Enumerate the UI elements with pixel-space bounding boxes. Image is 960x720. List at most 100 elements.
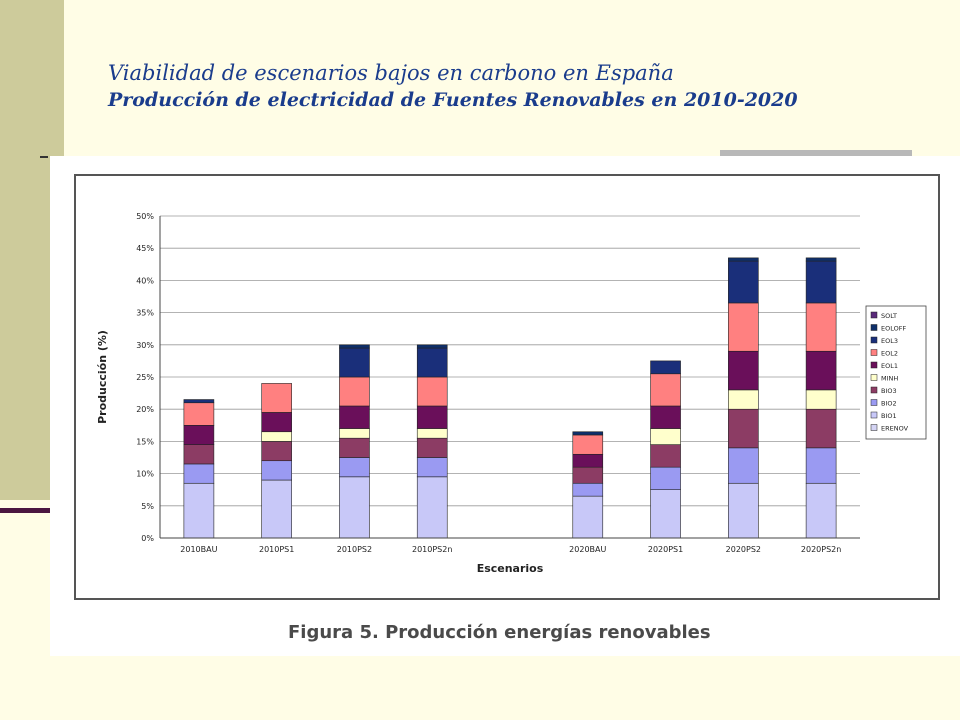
legend-swatch (870, 386, 878, 394)
figure-panel: 0% 5% 10% 15% 20% 25% 30% 35% 40% 45% 50% 2010BAU 2… (50, 156, 960, 656)
bar-segment-bio3 (805, 408, 837, 449)
legend-label: ERENOV (881, 425, 909, 433)
bar-segment-eol1 (339, 405, 370, 429)
y-tick-label: 50% (136, 212, 154, 221)
bar-segment-eol1 (261, 412, 292, 433)
x-tick-label: 2020PS2 (726, 545, 761, 554)
bar-segment-eol1 (183, 425, 215, 445)
legend-label: BIO2 (881, 400, 897, 408)
y-tick-label: 35% (136, 309, 154, 318)
bar-segment-minh (805, 389, 837, 410)
y-tick-label: 10% (136, 470, 154, 479)
side-band-gap (0, 500, 48, 510)
bar-segment-bio1 (339, 476, 370, 539)
legend-swatch (870, 399, 878, 406)
bar-segment-bio2 (339, 457, 370, 478)
bar-segment-eol2 (805, 302, 837, 352)
bar-segment-bio2 (728, 447, 759, 484)
legend-label: EOLOFF (881, 325, 906, 333)
y-tick-label: 30% (136, 341, 154, 350)
bar-segment-eol3 (339, 347, 370, 378)
y-axis-label: Producción (%) (96, 330, 109, 424)
x-tick-label: 2020PS2n (801, 545, 841, 554)
x-tick-label: 2010PS1 (259, 545, 294, 554)
y-tick-label: 45% (136, 244, 154, 253)
bar-segment-bio3 (339, 437, 370, 458)
y-tick-label: 0% (141, 534, 154, 543)
bar-segment-eol2 (728, 302, 759, 352)
bar-segment-bio2 (650, 466, 681, 491)
bar-segment-eol3 (416, 347, 448, 378)
x-tick-label: 2020PS1 (648, 545, 683, 554)
bar-segment-bio2 (183, 463, 215, 484)
bar-segment-eoloff (416, 344, 448, 349)
x-tick-label: 2010PS2n (412, 545, 452, 554)
bar-segment-eol3 (183, 399, 215, 404)
legend-swatch (870, 374, 878, 381)
bar-segment-eol3 (650, 360, 681, 375)
bar-segment-bio3 (183, 444, 215, 465)
bar-segment-eoloff (572, 431, 604, 436)
decorative-gray-bar (720, 150, 912, 158)
bar-segment-bio1 (805, 482, 837, 539)
legend-swatch (870, 411, 878, 419)
bar-segment-eol2 (339, 376, 370, 407)
bar-segment-eol1 (650, 405, 681, 429)
bar-segment-bio1 (261, 479, 292, 539)
bar-segment-eoloff (805, 257, 837, 262)
slide-title: Viabilidad de escenarios bajos en carbon… (108, 61, 674, 85)
bar-segment-minh (650, 428, 681, 445)
bar-segment-eol3 (728, 260, 759, 304)
y-tick-label: 15% (136, 437, 154, 446)
bar-segment-eol1 (728, 350, 759, 391)
stacked-bar-chart: 0%5%10%15%20%25%30%35%40%45%50% 2010BAU 2… (96, 212, 927, 575)
bar-segment-minh (261, 431, 292, 442)
bar-segment-bio3 (416, 437, 448, 458)
bar-segment-bio2 (805, 447, 837, 484)
y-tick-label: 40% (136, 276, 154, 285)
legend-swatch (870, 349, 878, 356)
legend-label: BIO1 (881, 412, 897, 420)
legend-swatch (870, 336, 878, 344)
bar-segment-minh (416, 428, 448, 439)
decorative-tick (40, 156, 48, 158)
legend-swatch (870, 361, 878, 369)
bar-segment-eol2 (650, 373, 681, 407)
legend-label: EOL3 (881, 337, 898, 345)
bar-segment-bio1 (572, 495, 604, 539)
bar-segment-eoloff (728, 257, 759, 262)
bar-segment-bio3 (261, 441, 292, 462)
x-axis-label: Escenarios (477, 562, 544, 575)
bar-segment-eoloff (339, 344, 370, 349)
y-tick-label: 25% (136, 373, 154, 382)
x-tick-label: 2010PS2 (337, 545, 372, 554)
bar-segment-eol3 (805, 260, 837, 304)
bar-segment-minh (728, 389, 759, 410)
bar-segment-bio3 (572, 466, 604, 484)
bar-segment-bio1 (650, 489, 681, 539)
bar-segment-bio3 (728, 408, 759, 449)
bar-segment-bio3 (650, 444, 681, 468)
legend-swatch (870, 424, 878, 431)
chart-frame: 0% 5% 10% 15% 20% 25% 30% 35% 40% 45% 50% 2010BAU 2… (74, 174, 940, 600)
bar-segment-bio1 (728, 482, 759, 539)
x-tick-labels: 2010BAU 2010PS1 2010PS2 2010PS2n 2020BAU 2020… (180, 545, 841, 554)
accent-rule (0, 508, 56, 513)
legend: SOLT EOLOFF EOL3 EOL2 EOL1 MINH BIO3 BIO2 BIO1 ER… (865, 305, 927, 440)
bar-segment-bio2 (416, 457, 448, 478)
legend-label: EOL1 (881, 362, 898, 370)
bar-segment-bio1 (183, 482, 215, 539)
legend-swatch (870, 324, 878, 331)
bar-segment-eol2 (416, 376, 448, 407)
bar-segment-bio1 (416, 476, 448, 539)
bar-segment-bio2 (261, 460, 292, 481)
slide-titles: Viabilidad de escenarios bajos en carbon… (108, 60, 798, 114)
slide-subtitle: Producción de electricidad de Fuentes Re… (108, 89, 798, 111)
legend-label: MINH (881, 375, 898, 383)
x-tick-label: 2020BAU (569, 545, 606, 554)
bar-segment-minh (339, 428, 370, 439)
y-tick-labels: 0% 5% 10% 15% 20% 25% 30% 35% 40% 45% 50% (136, 212, 154, 543)
bar-segment-eol1 (416, 405, 448, 429)
bar-segment-eol2 (183, 402, 215, 426)
x-tick-label: 2010BAU (180, 545, 217, 554)
